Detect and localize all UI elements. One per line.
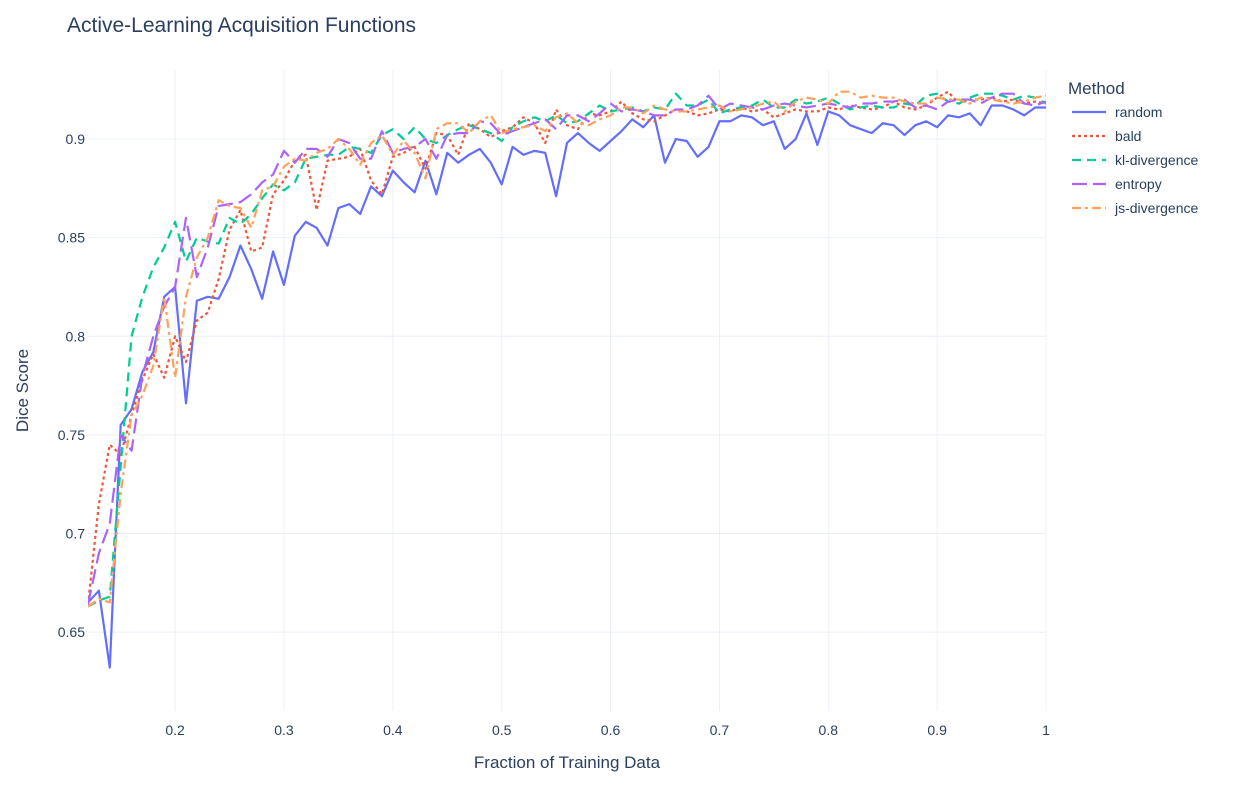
- legend-label-kl-divergence: kl-divergence: [1115, 152, 1198, 168]
- x-tick-label: 0.8: [819, 722, 839, 738]
- x-tick-labels: 0.2 0.3 0.4 0.5 0.6 0.7 0.8 0.9 1: [165, 722, 1050, 738]
- legend-label-entropy: entropy: [1115, 176, 1162, 192]
- legend-label-random: random: [1115, 104, 1162, 120]
- legend-title: Method: [1068, 79, 1125, 98]
- series-line-js-divergence: [88, 90, 1046, 608]
- y-tick-label: 0.9: [66, 131, 86, 147]
- grid: [88, 70, 1047, 711]
- y-tick-labels: 0.65 0.7 0.75 0.8 0.85 0.9: [58, 131, 85, 640]
- x-tick-label: 0.4: [383, 722, 403, 738]
- x-tick-label: 1: [1042, 722, 1050, 738]
- y-tick-label: 0.85: [58, 230, 85, 246]
- legend: Method random bald kl-divergence entropy js-d…: [1068, 79, 1198, 216]
- x-axis-title: Fraction of Training Data: [474, 753, 661, 772]
- x-tick-label: 0.6: [601, 722, 621, 738]
- chart-title: Active-Learning Acquisition Functions: [67, 14, 417, 37]
- x-tick-label: 0.7: [710, 722, 730, 738]
- legend-label-js-divergence: js-divergence: [1114, 200, 1198, 216]
- series-line-kl-divergence: [88, 92, 1046, 608]
- x-tick-label: 0.2: [165, 722, 185, 738]
- series-line-random: [88, 104, 1046, 669]
- x-tick-label: 0.9: [927, 722, 947, 738]
- series-lines: [88, 90, 1046, 669]
- series-line-entropy: [88, 92, 1046, 605]
- series-line-bald: [88, 90, 1046, 605]
- legend-label-bald: bald: [1115, 128, 1141, 144]
- x-tick-label: 0.3: [274, 722, 294, 738]
- y-tick-label: 0.65: [58, 624, 85, 640]
- y-tick-label: 0.7: [66, 525, 86, 541]
- x-tick-label: 0.5: [492, 722, 512, 738]
- y-tick-label: 0.8: [66, 328, 86, 344]
- y-tick-label: 0.75: [58, 427, 85, 443]
- y-axis-title: Dice Score: [13, 349, 32, 432]
